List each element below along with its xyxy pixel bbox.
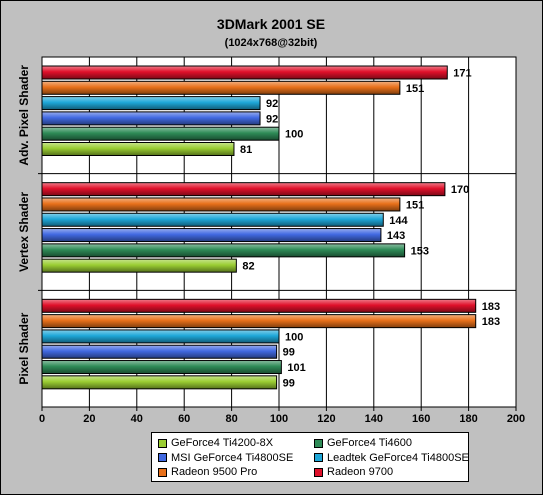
legend-label: Leadtek GeForce4 Ti4800SE (327, 451, 469, 464)
data-label: 101 (287, 362, 305, 374)
x-tick-label: 80 (225, 413, 237, 425)
x-tick-label: 40 (131, 413, 143, 425)
data-label: 100 (285, 129, 303, 141)
data-label: 99 (283, 347, 295, 359)
legend-swatch (158, 438, 167, 448)
bar (41, 329, 280, 344)
legend-label: GeForce4 Ti4600 (327, 437, 412, 449)
data-label: 183 (482, 316, 500, 328)
bar (41, 212, 384, 227)
data-label: 170 (451, 184, 469, 196)
bar (41, 298, 477, 313)
category-label: Adv. Pixel Shader (17, 65, 31, 166)
bar (41, 80, 401, 95)
data-label: 92 (266, 113, 278, 125)
bar (41, 142, 235, 156)
legend-item: Radeon 9700 (314, 465, 393, 479)
data-label: 99 (283, 377, 295, 389)
category-label: Pixel Shader (17, 312, 31, 384)
data-label: 100 (285, 331, 303, 343)
legend-swatch (314, 467, 323, 477)
legend-item: GeForce4 Ti4200-8X (158, 436, 273, 450)
data-label: 171 (453, 68, 471, 80)
chart-title: 3DMark 2001 SE (217, 16, 325, 32)
data-label: 81 (240, 144, 252, 156)
x-tick-label: 60 (178, 413, 190, 425)
bar (41, 360, 282, 375)
x-tick-label: 120 (317, 413, 335, 425)
bar (41, 96, 261, 111)
x-tick-label: 180 (459, 413, 477, 425)
legend-swatch (314, 453, 323, 462)
data-label: 151 (406, 199, 424, 211)
legend-item: GeForce4 Ti4600 (314, 436, 412, 450)
x-tick-label: 20 (83, 413, 95, 425)
bar (41, 344, 278, 359)
legend-item: Radeon 9500 Pro (158, 465, 257, 479)
chart-subtitle: (1024x768@32bit) (225, 37, 318, 49)
bar (41, 197, 401, 212)
data-label: 144 (389, 215, 408, 227)
category-label: Vertex Shader (17, 192, 31, 272)
bar (41, 314, 477, 329)
legend-label: Radeon 9500 Pro (171, 466, 258, 478)
x-tick-label: 100 (270, 413, 288, 425)
legend-swatch (158, 453, 167, 462)
bar (41, 258, 237, 273)
legend-item: Leadtek GeForce4 Ti4800SE (314, 451, 469, 465)
data-label: 153 (411, 245, 429, 257)
data-label: 92 (266, 98, 278, 110)
data-label: 143 (387, 230, 405, 242)
legend-label: GeForce4 Ti4200-8X (171, 437, 274, 449)
legend: GeForce4 Ti4200-8X GeForce4 Ti4600 MSI GeF… (151, 432, 469, 482)
bar (41, 243, 406, 258)
bar (41, 111, 261, 126)
data-label: 183 (482, 301, 500, 313)
x-tick-label: 160 (412, 413, 430, 425)
bar (41, 228, 382, 243)
x-tick-label: 200 (507, 413, 525, 425)
data-label: 151 (406, 83, 424, 95)
x-tick-label: 0 (39, 413, 45, 425)
legend-swatch (158, 467, 167, 477)
plot-border (41, 56, 517, 408)
legend-item: MSI GeForce4 Ti4800SE (158, 451, 293, 465)
bar (41, 182, 446, 197)
bar (41, 65, 448, 80)
legend-swatch (314, 438, 323, 448)
legend-label: MSI GeForce4 Ti4800SE (171, 451, 294, 464)
bar (41, 126, 280, 141)
legend-label: Radeon 9700 (327, 466, 394, 478)
data-label: 82 (242, 261, 254, 273)
x-tick-label: 140 (365, 413, 383, 425)
bar (41, 375, 278, 390)
